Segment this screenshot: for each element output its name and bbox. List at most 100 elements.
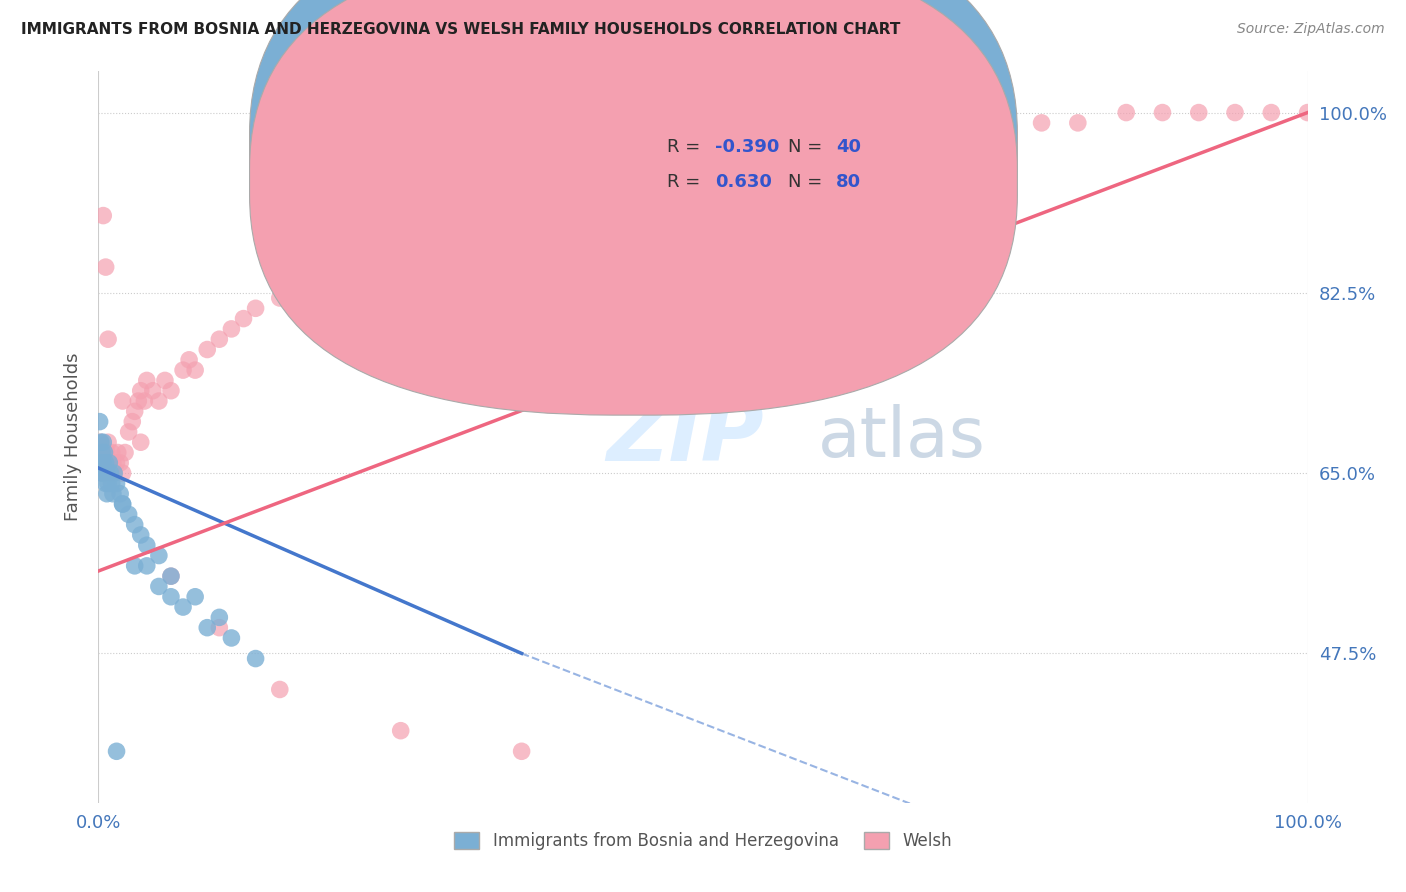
Point — [98, 456, 121, 470]
Point — [148, 394, 170, 409]
Point — [849, 136, 872, 151]
Point — [105, 744, 128, 758]
Point — [402, 239, 425, 253]
Point — [679, 167, 702, 181]
Point — [195, 621, 218, 635]
Point — [129, 435, 152, 450]
Point — [134, 394, 156, 409]
Point — [1188, 105, 1211, 120]
Point — [1296, 105, 1319, 120]
Point — [93, 466, 115, 480]
Point — [184, 363, 207, 377]
Text: R =: R = — [666, 137, 700, 156]
Point — [886, 136, 908, 151]
Text: 80: 80 — [837, 173, 860, 191]
Point — [160, 590, 183, 604]
Point — [160, 569, 183, 583]
Point — [96, 466, 118, 480]
Point — [91, 445, 114, 459]
Point — [111, 466, 134, 480]
Point — [571, 188, 593, 202]
Point — [105, 456, 128, 470]
Point — [93, 445, 115, 459]
Point — [366, 250, 388, 264]
Point — [89, 445, 111, 459]
Point — [208, 332, 231, 346]
Point — [789, 146, 811, 161]
Point — [1223, 105, 1246, 120]
Point — [94, 456, 117, 470]
Point — [91, 445, 114, 459]
Text: N =: N = — [787, 173, 823, 191]
Point — [96, 445, 118, 459]
Point — [921, 126, 943, 140]
Point — [221, 631, 243, 645]
Point — [1115, 105, 1137, 120]
Point — [195, 343, 218, 357]
Point — [292, 281, 315, 295]
Text: atlas: atlas — [818, 403, 986, 471]
Y-axis label: Family Households: Family Households — [65, 353, 83, 521]
Point — [93, 466, 115, 480]
Point — [97, 476, 120, 491]
Point — [118, 425, 141, 439]
Point — [100, 466, 122, 480]
Point — [94, 456, 117, 470]
FancyBboxPatch shape — [250, 0, 1018, 380]
Point — [129, 528, 152, 542]
Point — [160, 384, 183, 398]
Point — [160, 569, 183, 583]
Point — [813, 146, 835, 161]
Point — [100, 445, 122, 459]
Point — [100, 476, 122, 491]
Point — [1067, 116, 1090, 130]
Point — [89, 415, 111, 429]
Point — [98, 456, 121, 470]
Point — [91, 466, 114, 480]
Point — [108, 456, 131, 470]
Point — [114, 445, 136, 459]
Point — [269, 682, 291, 697]
Point — [105, 476, 128, 491]
Point — [135, 538, 157, 552]
Point — [172, 600, 194, 615]
Point — [108, 487, 131, 501]
Point — [100, 466, 122, 480]
Point — [994, 116, 1017, 130]
Text: 0.630: 0.630 — [716, 173, 772, 191]
Point — [91, 435, 114, 450]
Point — [91, 209, 114, 223]
Point — [184, 590, 207, 604]
Point — [179, 352, 201, 367]
Point — [329, 260, 352, 274]
Text: IMMIGRANTS FROM BOSNIA AND HERZEGOVINA VS WELSH FAMILY HOUSEHOLDS CORRELATION CH: IMMIGRANTS FROM BOSNIA AND HERZEGOVINA V… — [21, 22, 900, 37]
Point — [97, 435, 120, 450]
Point — [127, 394, 149, 409]
Point — [94, 476, 117, 491]
Text: -0.390: -0.390 — [716, 137, 779, 156]
Point — [111, 394, 134, 409]
Point — [93, 445, 115, 459]
Point — [389, 723, 412, 738]
Point — [118, 508, 141, 522]
Point — [94, 260, 117, 274]
Point — [510, 744, 533, 758]
Point — [124, 517, 146, 532]
Point — [91, 466, 114, 480]
Point — [644, 178, 666, 192]
Point — [208, 621, 231, 635]
Point — [957, 126, 980, 140]
Point — [1260, 105, 1282, 120]
Point — [245, 651, 267, 665]
Point — [148, 579, 170, 593]
Legend: Immigrants from Bosnia and Herzegovina, Welsh: Immigrants from Bosnia and Herzegovina, … — [447, 825, 959, 856]
Point — [148, 549, 170, 563]
Point — [437, 229, 460, 244]
Point — [221, 322, 243, 336]
Point — [101, 487, 124, 501]
Point — [135, 373, 157, 387]
Point — [91, 456, 114, 470]
Point — [90, 456, 112, 470]
Point — [103, 466, 125, 480]
Point — [1152, 105, 1174, 120]
